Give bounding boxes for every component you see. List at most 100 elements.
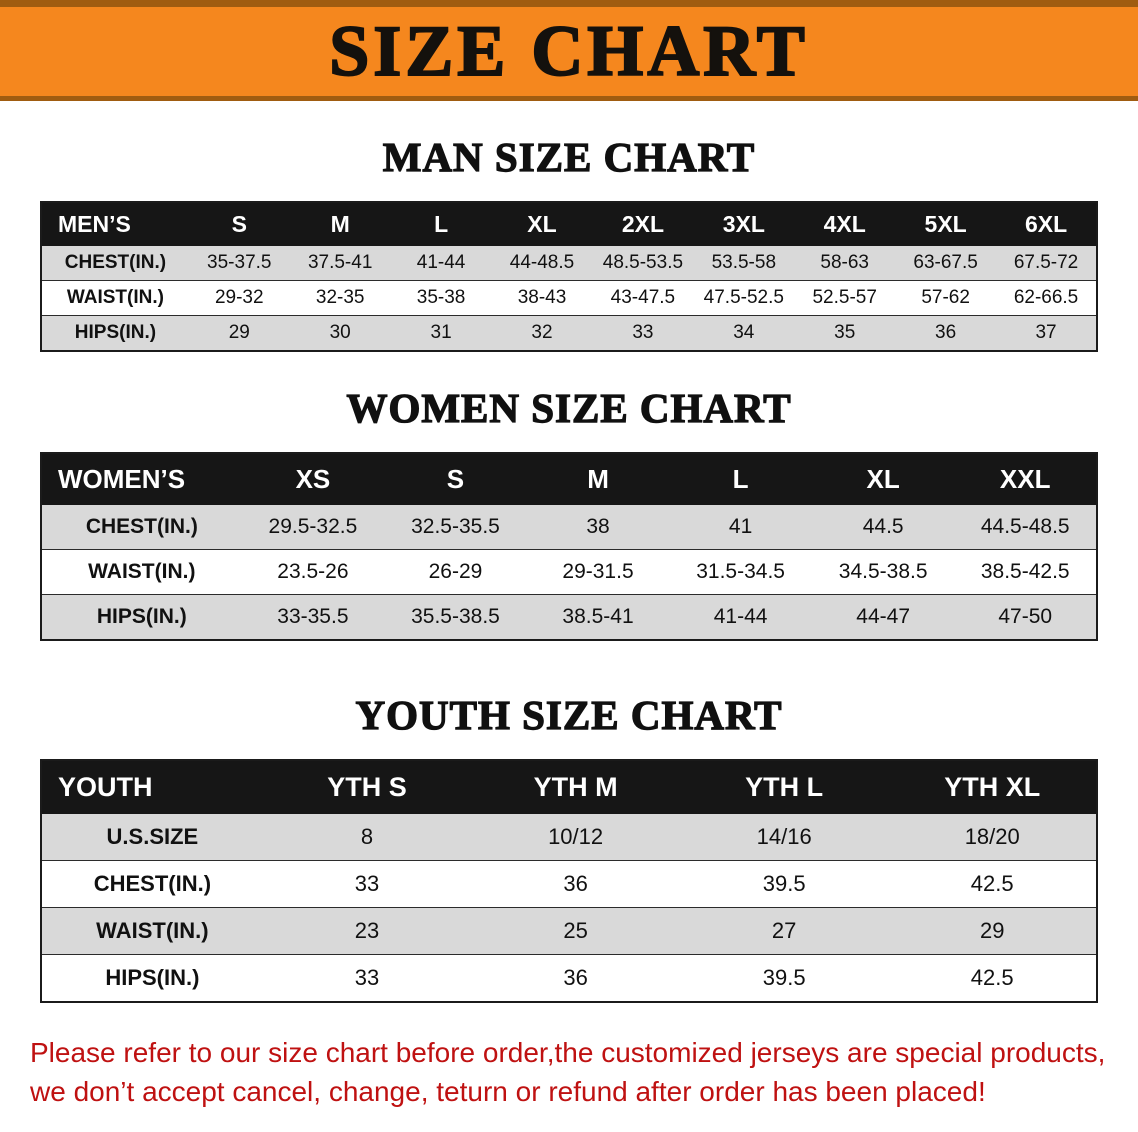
women-section-heading: WOMEN SIZE CHART — [346, 384, 792, 431]
size-value-cell: 33 — [354, 965, 380, 990]
size-value-cell: 38 — [586, 515, 610, 538]
size-value-cell: 35.5-38.5 — [411, 605, 500, 628]
table-header-row: YOUTH YTH S YTH M YTH L YTH XL — [41, 760, 1097, 814]
size-value-cell: 42.5 — [970, 871, 1014, 896]
size-value-cell: 29.5-32.5 — [268, 515, 358, 538]
size-column-header: XL — [491, 202, 593, 246]
size-value-cell: 36 — [563, 871, 588, 896]
size-column-header: M — [526, 453, 670, 505]
size-value-cell: 58-63 — [820, 252, 870, 273]
men-size-table: MEN’S S M L XL 2XL 3XL 4XL 5XL 6XL CHEST(IN.) 35-37… — [40, 201, 1098, 352]
size-column-header: YTH M — [471, 760, 680, 814]
size-value-cell: 29-32 — [214, 287, 264, 308]
size-value-cell: 39.5 — [762, 965, 806, 990]
size-value-cell: 43-47.5 — [610, 287, 676, 308]
measurement-label: CHEST(IN.) — [93, 871, 212, 896]
size-value-cell: 10/12 — [548, 824, 604, 849]
size-column-header: S — [384, 453, 527, 505]
measurement-label: WAIST(IN.) — [96, 918, 209, 943]
size-value-cell: 34 — [733, 322, 755, 343]
table-row: CHEST(IN.) 33 36 39.5 42.5 — [41, 861, 1097, 908]
size-column-header: L — [669, 453, 812, 505]
measurement-label: HIPS(IN.) — [74, 322, 157, 343]
table-title-cell: YOUTH — [41, 760, 263, 814]
measurement-label: U.S.SIZE — [106, 824, 199, 849]
size-value-cell: 25 — [563, 918, 588, 943]
size-value-cell: 32-35 — [315, 287, 365, 308]
size-value-cell: 33 — [632, 322, 654, 343]
table-row: HIPS(IN.) 33 36 39.5 42.5 — [41, 955, 1097, 1002]
size-value-cell: 32 — [531, 322, 553, 343]
measurement-label: HIPS(IN.) — [105, 965, 200, 990]
size-value-cell: 62-66.5 — [1013, 287, 1079, 308]
size-value-cell: 44.5 — [862, 515, 904, 538]
size-value-cell: 63-67.5 — [913, 252, 978, 273]
table-header-row: MEN’S S M L XL 2XL 3XL 4XL 5XL 6XL — [41, 202, 1097, 246]
footer-note-line2: we don’t accept cancel, change, teturn o… — [30, 1076, 986, 1108]
size-column-header: 6XL — [996, 202, 1097, 246]
youth-section: YOUTH SIZE CHART YOUTH YTH S YTH M YTH L YTH… — [0, 691, 1138, 1003]
size-value-cell: 37 — [1035, 322, 1057, 343]
size-value-cell: 44-47 — [856, 605, 911, 628]
size-value-cell: 42.5 — [970, 965, 1014, 990]
table-row: WAIST(IN.) 29-32 32-35 35-38 38-43 43-47.5 47.… — [41, 281, 1097, 316]
size-value-cell: 38.5-41 — [562, 605, 634, 628]
size-value-cell: 44.5-48.5 — [980, 515, 1070, 538]
size-value-cell: 30 — [329, 322, 351, 343]
size-value-cell: 8 — [360, 824, 374, 849]
size-column-header: YTH L — [679, 760, 889, 814]
size-value-cell: 48.5-53.5 — [602, 252, 684, 273]
size-value-cell: 32.5-35.5 — [411, 515, 500, 538]
size-column-header: L — [390, 202, 492, 246]
size-column-header: XS — [241, 453, 385, 505]
size-value-cell: 29-31.5 — [562, 560, 634, 583]
size-value-cell: 38.5-42.5 — [980, 560, 1070, 583]
size-value-cell: 26-29 — [428, 560, 483, 583]
size-value-cell: 53.5-58 — [711, 252, 777, 273]
size-value-cell: 41-44 — [713, 605, 768, 628]
table-title-cell: WOMEN’S — [41, 453, 242, 505]
size-column-header: S — [188, 202, 290, 246]
size-value-cell: 14/16 — [756, 824, 812, 849]
table-header-row: WOMEN’S XS S M L XL XXL — [41, 453, 1097, 505]
measurement-label: WAIST(IN.) — [66, 287, 164, 308]
size-value-cell: 29 — [228, 322, 250, 343]
size-value-cell: 52.5-57 — [812, 287, 877, 308]
size-value-cell: 33-35.5 — [277, 605, 349, 628]
size-value-cell: 35-37.5 — [207, 252, 272, 273]
measurement-label: WAIST(IN.) — [88, 560, 196, 583]
size-value-cell: 36 — [935, 322, 957, 343]
size-column-header: 5XL — [895, 202, 997, 246]
measurement-label: CHEST(IN.) — [85, 515, 198, 538]
table-row: WAIST(IN.) 23 25 27 29 — [41, 907, 1097, 955]
men-section: MAN SIZE CHART MEN’S S M L XL 2XL 3XL 4XL 5XL 6XL… — [0, 133, 1138, 352]
table-row: CHEST(IN.) 35-37.5 37.5-41 41-44 44-48.5 48.5… — [41, 246, 1097, 281]
banner-title: SIZE CHART — [328, 10, 809, 92]
women-section: WOMEN SIZE CHART WOMEN’S XS S M L XL XXL CHEST(… — [0, 384, 1138, 641]
table-row: U.S.SIZE 8 10/12 14/16 18/20 — [41, 814, 1097, 861]
size-value-cell: 39.5 — [762, 871, 806, 896]
size-value-cell: 37.5-41 — [307, 252, 373, 273]
table-row: HIPS(IN.) 29 30 31 32 33 34 35 36 37 — [41, 315, 1097, 351]
size-column-header: 4XL — [794, 202, 896, 246]
table-row: CHEST(IN.) 29.5-32.5 32.5-35.5 38 41 44.5 44.5… — [41, 505, 1097, 550]
size-value-cell: 31.5-34.5 — [696, 560, 785, 583]
size-value-cell: 29 — [979, 918, 1005, 943]
size-value-cell: 57-62 — [921, 287, 970, 308]
size-column-header: YTH S — [262, 760, 472, 814]
men-section-heading: MAN SIZE CHART — [382, 133, 756, 180]
table-row: HIPS(IN.) 33-35.5 35.5-38.5 38.5-41 41-44 44-… — [41, 594, 1097, 640]
measurement-label: HIPS(IN.) — [96, 605, 187, 628]
footer-note-line1: Please refer to our size chart before or… — [30, 1037, 1106, 1068]
size-column-header: 3XL — [693, 202, 795, 246]
size-value-cell: 47.5-52.5 — [703, 287, 784, 308]
size-value-cell: 47-50 — [998, 605, 1053, 628]
size-value-cell: 67.5-72 — [1013, 252, 1079, 273]
size-column-header: XL — [811, 453, 955, 505]
size-value-cell: 33 — [354, 871, 380, 896]
size-column-header: M — [289, 202, 391, 246]
size-value-cell: 41-44 — [416, 252, 466, 273]
size-value-cell: 44-48.5 — [509, 252, 575, 273]
size-column-header: 2XL — [592, 202, 694, 246]
size-value-cell: 23 — [354, 918, 380, 943]
